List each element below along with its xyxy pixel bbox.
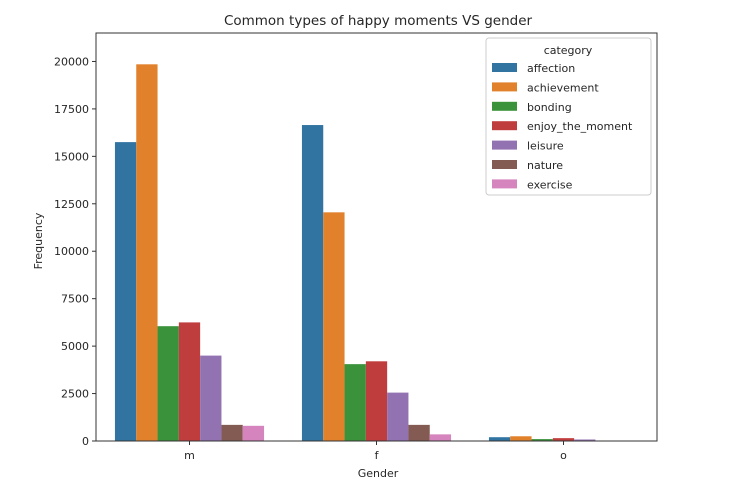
bar-enjoy_the_moment-o xyxy=(552,438,575,441)
legend-swatch-achievement xyxy=(492,82,517,92)
bar-leisure-f xyxy=(387,392,409,441)
legend-label-nature: nature xyxy=(527,159,563,172)
legend: category affection achievement bonding enjo… xyxy=(485,37,652,196)
bar-enjoy_the_moment-f xyxy=(365,361,388,441)
bar-achievement-f xyxy=(323,212,345,441)
legend-swatch-enjoy_the_moment xyxy=(492,121,517,131)
y-tick-label: 7500 xyxy=(61,293,89,306)
legend-label-bonding: bonding xyxy=(527,101,572,114)
bar-affection-m xyxy=(114,142,137,441)
y-tick-label: 0 xyxy=(82,435,89,448)
bar-exercise-f xyxy=(429,434,452,441)
bar-enjoy_the_moment-m xyxy=(178,322,201,441)
bar-affection-o xyxy=(488,437,511,441)
x-tick-label: f xyxy=(375,449,380,462)
legend-swatch-bonding xyxy=(492,101,517,111)
y-axis-title: Frequency xyxy=(32,212,45,269)
y-tick-label: 10000 xyxy=(54,245,89,258)
legend-swatch-exercise xyxy=(492,179,517,189)
legend-frame xyxy=(485,37,652,196)
x-tick-label: o xyxy=(560,449,567,462)
legend-label-enjoy_the_moment: enjoy_the_moment xyxy=(527,120,633,133)
plot-area: 0 2500 5000 7500 10000 12500 15000 17500 20000 m f… xyxy=(54,32,658,462)
y-tick-label: 5000 xyxy=(61,340,89,353)
bar-bonding-m xyxy=(157,326,179,441)
y-tick-label: 2500 xyxy=(61,388,89,401)
chart-title: Common types of happy moments VS gender xyxy=(224,13,533,29)
y-tick-label: 20000 xyxy=(54,55,89,68)
legend-label-achievement: achievement xyxy=(527,81,599,94)
bar-bonding-o xyxy=(531,439,553,441)
legend-label-exercise: exercise xyxy=(527,178,573,191)
y-tick-label: 15000 xyxy=(54,150,89,163)
bar-affection-f xyxy=(301,125,324,441)
legend-swatch-leisure xyxy=(492,140,517,150)
legend-title: category xyxy=(544,44,593,57)
bar-nature-m xyxy=(221,424,243,441)
bar-leisure-m xyxy=(200,355,222,441)
legend-label-leisure: leisure xyxy=(527,140,564,153)
legend-swatch-nature xyxy=(492,160,517,169)
bar-achievement-m xyxy=(136,64,158,441)
x-tick-label: m xyxy=(184,449,195,462)
legend-swatch-affection xyxy=(492,63,517,72)
bar-bonding-f xyxy=(344,364,366,441)
x-axis-title: Gender xyxy=(358,467,399,480)
y-tick-label: 17500 xyxy=(54,103,89,116)
legend-label-affection: affection xyxy=(527,62,575,75)
bar-nature-f xyxy=(408,424,430,441)
bar-exercise-m xyxy=(242,425,265,441)
bar-achievement-o xyxy=(510,436,532,441)
bar-leisure-o xyxy=(574,439,596,441)
y-tick-label: 12500 xyxy=(54,198,89,211)
